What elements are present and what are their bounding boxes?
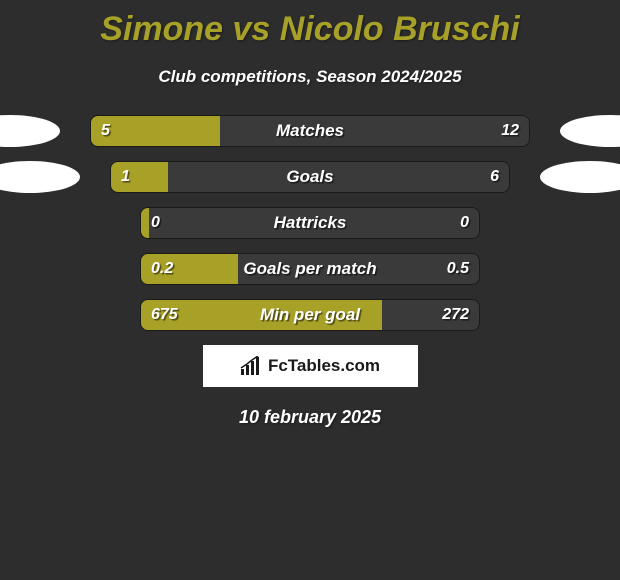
stat-row: 00Hattricks	[0, 207, 620, 239]
stat-bar-left-fill	[141, 208, 149, 238]
stat-value-right: 272	[442, 300, 469, 330]
stats-chart: 512Matches16Goals00Hattricks0.20.5Goals …	[0, 115, 620, 331]
stat-value-left: 5	[101, 116, 110, 146]
stat-row: 0.20.5Goals per match	[0, 253, 620, 285]
stat-bar-left-fill	[91, 116, 220, 146]
bar-chart-icon	[240, 356, 262, 376]
stat-bar: 00Hattricks	[140, 207, 480, 239]
player-left-oval	[0, 161, 80, 193]
stat-value-right: 0	[460, 208, 469, 238]
stat-value-left: 0	[151, 208, 160, 238]
stat-bar: 512Matches	[90, 115, 530, 147]
stat-bar-right-fill	[238, 254, 479, 284]
comparison-subtitle: Club competitions, Season 2024/2025	[0, 67, 620, 87]
stat-bar: 0.20.5Goals per match	[140, 253, 480, 285]
stat-bar-left-fill	[111, 162, 168, 192]
stat-bar-right-fill	[149, 208, 479, 238]
stat-value-right: 12	[501, 116, 519, 146]
player-right-oval	[560, 115, 620, 147]
stat-value-left: 0.2	[151, 254, 173, 284]
stat-bar: 675272Min per goal	[140, 299, 480, 331]
player-right-oval	[540, 161, 620, 193]
stat-bar-right-fill	[220, 116, 529, 146]
comparison-title: Simone vs Nicolo Bruschi	[0, 0, 620, 49]
stat-row: 675272Min per goal	[0, 299, 620, 331]
stat-value-left: 675	[151, 300, 178, 330]
player-left-oval	[0, 115, 60, 147]
brand-text: FcTables.com	[268, 356, 380, 376]
stat-value-left: 1	[121, 162, 130, 192]
stat-bar: 16Goals	[110, 161, 510, 193]
stat-value-right: 6	[490, 162, 499, 192]
stat-row: 512Matches	[0, 115, 620, 147]
stat-value-right: 0.5	[447, 254, 469, 284]
branding-badge: FcTables.com	[203, 345, 418, 387]
stat-bar-right-fill	[168, 162, 509, 192]
stat-row: 16Goals	[0, 161, 620, 193]
date-label: 10 february 2025	[0, 407, 620, 428]
